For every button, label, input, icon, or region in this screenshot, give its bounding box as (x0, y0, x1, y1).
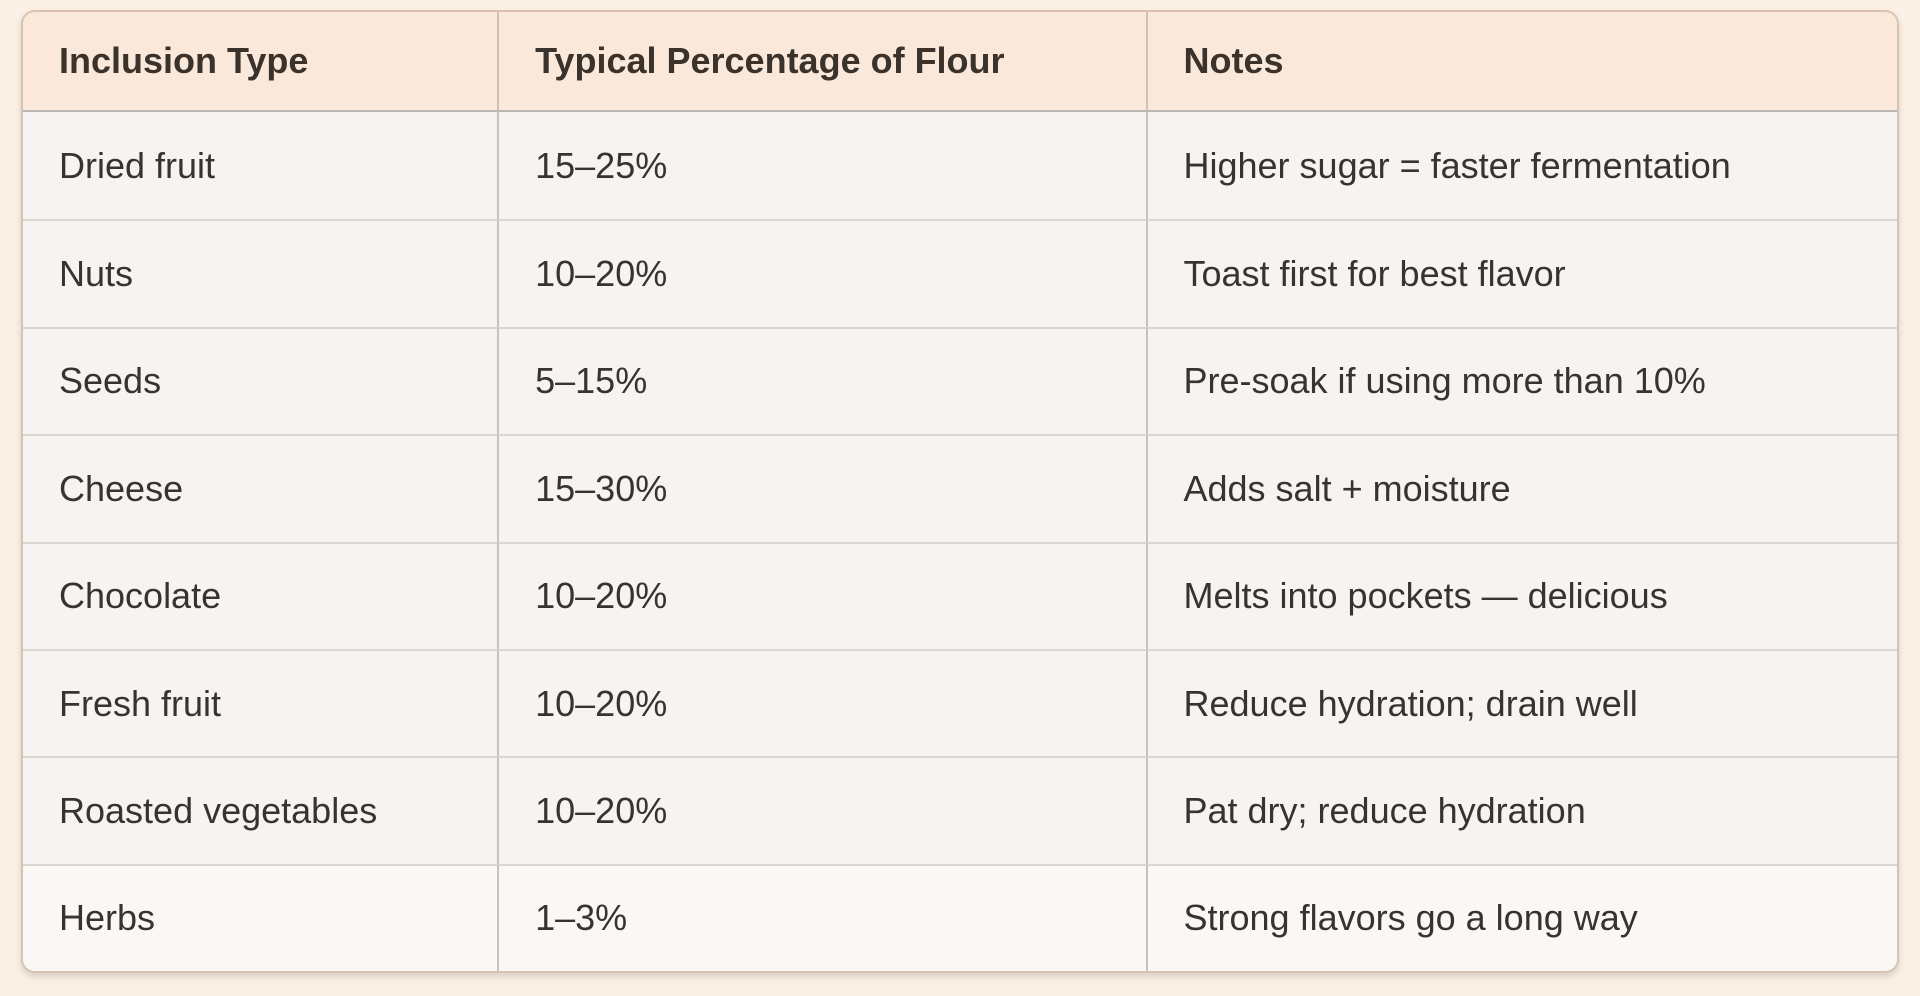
cell-inclusion-type: Nuts (23, 219, 498, 327)
cell-notes: Higher sugar = faster fermentation (1145, 112, 1897, 220)
cell-notes: Adds salt + moisture (1145, 434, 1897, 542)
cell-inclusion-type: Roasted vegetables (23, 756, 498, 864)
cell-notes: Toast first for best flavor (1145, 219, 1897, 327)
cell-inclusion-type: Chocolate (23, 541, 498, 649)
cell-percentage: 10–20% (497, 541, 1146, 649)
cell-notes: Pat dry; reduce hydration (1145, 756, 1897, 864)
cell-inclusion-type: Fresh fruit (23, 648, 498, 757)
column-header-inclusion-type: Inclusion Type (23, 12, 498, 112)
cell-notes: Pre-soak if using more than 10% (1145, 326, 1897, 435)
cell-inclusion-type: Herbs (23, 863, 498, 971)
table-row: Herbs 1–3% Strong flavors go a long way (23, 863, 1897, 971)
column-header-notes: Notes (1145, 12, 1897, 112)
table-row: Chocolate 10–20% Melts into pockets — deli… (23, 541, 1897, 649)
cell-inclusion-type: Seeds (23, 326, 498, 435)
cell-inclusion-type: Cheese (23, 434, 498, 542)
cell-notes: Reduce hydration; drain well (1145, 648, 1897, 757)
table-row: Cheese 15–30% Adds salt + moisture (23, 434, 1897, 542)
cell-notes: Melts into pockets — delicious (1145, 541, 1897, 649)
table-row: Dried fruit 15–25% Higher sugar = faster f… (23, 112, 1897, 220)
cell-inclusion-type: Dried fruit (23, 112, 498, 220)
column-header-typical-percentage: Typical Percentage of Flour (497, 12, 1146, 112)
inclusions-table: Inclusion Type Typical Percentage of Flo… (23, 12, 1897, 971)
cell-percentage: 10–20% (497, 219, 1146, 327)
table-row: Fresh fruit 10–20% Reduce hydration; drain… (23, 648, 1897, 757)
inclusions-table-card: Inclusion Type Typical Percentage of Flo… (21, 10, 1899, 973)
table-header-row: Inclusion Type Typical Percentage of Flo… (23, 12, 1897, 112)
cell-notes: Strong flavors go a long way (1145, 863, 1897, 971)
table-row: Seeds 5–15% Pre-soak if using more than 10… (23, 326, 1897, 435)
cell-percentage: 15–25% (497, 112, 1146, 220)
table-body: Dried fruit 15–25% Higher sugar = faster f… (23, 112, 1897, 971)
cell-percentage: 15–30% (497, 434, 1146, 542)
cell-percentage: 10–20% (497, 648, 1146, 757)
cell-percentage: 10–20% (497, 756, 1146, 864)
cell-percentage: 1–3% (497, 863, 1146, 971)
cell-percentage: 5–15% (497, 326, 1146, 435)
table-row: Roasted vegetables 10–20% Pat dry; reduce … (23, 756, 1897, 864)
table-row: Nuts 10–20% Toast first for best flavor (23, 219, 1897, 327)
